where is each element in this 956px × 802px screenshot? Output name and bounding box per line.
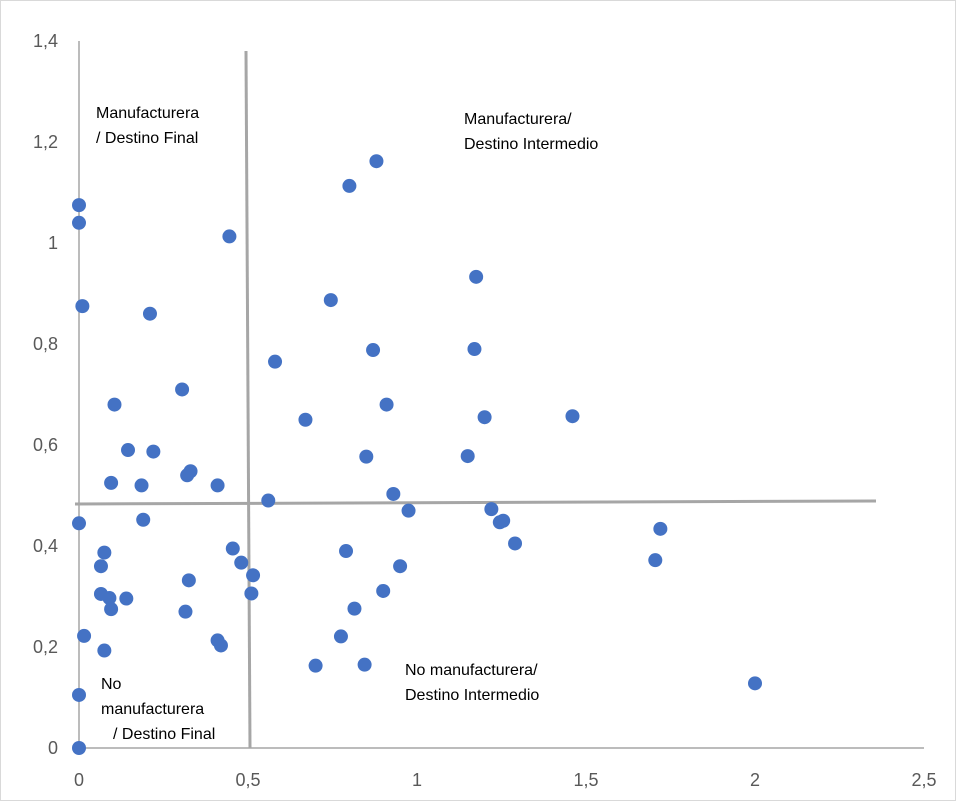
data-point (401, 503, 416, 518)
data-point (234, 555, 249, 570)
data-point (333, 629, 348, 644)
data-point (565, 409, 580, 424)
data-point (268, 354, 283, 369)
data-point (102, 591, 117, 606)
data-point (210, 478, 225, 493)
data-point (181, 573, 196, 588)
data-point (323, 293, 338, 308)
data-point (93, 559, 108, 574)
y-tick-label: 0,2 (33, 637, 58, 657)
data-point (359, 449, 374, 464)
annotation-top-left: Manufacturera / Destino Final (96, 105, 204, 147)
data-point (107, 397, 122, 412)
annotation-top-right: Manufacturera/ Destino Intermedio (464, 111, 598, 153)
data-point (308, 658, 323, 673)
quadrant-annotations: Manufacturera / Destino Final Manufactur… (96, 105, 598, 743)
data-point (97, 643, 112, 658)
data-point (75, 299, 90, 314)
annotation-bottom-right: No manufacturera/ Destino Intermedio (405, 662, 542, 704)
y-tick-label: 1,4 (33, 31, 58, 51)
data-point (748, 676, 762, 691)
y-tick-label: 1 (48, 233, 58, 253)
x-tick-label: 2,5 (911, 770, 936, 790)
data-point (347, 601, 362, 616)
data-point (653, 521, 668, 536)
data-point (213, 638, 228, 653)
data-point (366, 343, 381, 358)
x-tick-labels: 0 0,5 1 1,5 2 2,5 (74, 770, 937, 790)
data-point (136, 512, 151, 527)
data-point (104, 475, 119, 490)
data-point (339, 544, 354, 559)
data-point (467, 342, 482, 357)
data-point (142, 306, 157, 321)
data-point (369, 154, 384, 169)
data-point (261, 493, 276, 508)
data-point (357, 657, 372, 672)
data-point (244, 586, 259, 601)
data-point (72, 741, 86, 755)
data-point (496, 513, 511, 528)
data-point (460, 449, 475, 464)
data-point (178, 604, 193, 619)
data-point (222, 229, 237, 244)
data-point (246, 568, 261, 583)
data-point (72, 198, 86, 213)
data-point (175, 382, 190, 397)
data-point (376, 583, 391, 598)
data-point (104, 602, 119, 617)
y-tick-label: 0 (48, 738, 58, 758)
data-point (298, 412, 313, 427)
data-point (508, 536, 523, 551)
y-tick-labels: 0 0,2 0,4 0,6 0,8 1 1,2 1,4 (33, 31, 58, 758)
x-tick-label: 1,5 (573, 770, 598, 790)
vertical-divider-line (244, 50, 252, 749)
x-tick-label: 0 (74, 770, 84, 790)
y-tick-label: 0,6 (33, 435, 58, 455)
data-point (119, 591, 134, 606)
y-tick-label: 1,2 (33, 132, 58, 152)
x-tick-label: 2 (750, 770, 760, 790)
data-point (183, 464, 198, 479)
x-tick-label: 0,5 (235, 770, 260, 790)
y-tick-label: 0,4 (33, 536, 58, 556)
data-point (121, 443, 136, 458)
data-point (72, 687, 86, 702)
data-point (477, 410, 492, 425)
horizontal-divider-line (74, 499, 877, 506)
x-tick-label: 1 (412, 770, 422, 790)
annotation-bottom-left: No manufacturera / Destino Final (101, 676, 215, 743)
data-point (77, 628, 92, 643)
data-point (484, 502, 499, 517)
data-point (72, 516, 86, 531)
data-point (379, 397, 394, 412)
data-point (342, 178, 357, 193)
data-point (134, 478, 149, 493)
y-tick-label: 0,8 (33, 334, 58, 354)
data-point (386, 486, 401, 501)
data-point (648, 553, 663, 568)
data-point (393, 559, 408, 574)
data-point (97, 545, 112, 560)
data-point (225, 541, 240, 556)
data-point (469, 269, 484, 284)
data-points (72, 154, 762, 755)
data-point (146, 444, 161, 459)
data-point (72, 215, 86, 230)
